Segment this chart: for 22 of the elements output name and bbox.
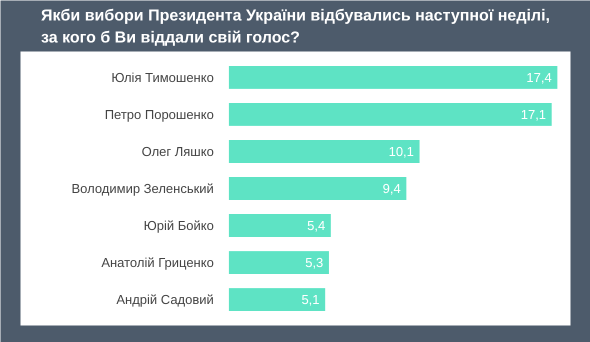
bar	[228, 251, 329, 274]
y-tick-label: Анатолій Гриценко	[101, 255, 214, 270]
data-label: 17,4	[526, 70, 552, 85]
y-tick-label: Юрій Бойко	[144, 218, 214, 234]
chart-title: Якби вибори Президента України відбувались наступної неділі, за кого б Ви віддали свій голос?	[41, 7, 550, 46]
bar	[228, 66, 558, 89]
data-label: 9,4	[382, 181, 401, 196]
data-label: 5,3	[305, 255, 324, 270]
data-label: 5,1	[301, 292, 320, 308]
y-tick-label: Петро Порошенко	[104, 106, 214, 122]
y-tick-label: Андрій Садовий	[116, 292, 214, 308]
data-label: 10,1	[388, 144, 414, 159]
bar	[228, 177, 406, 200]
bar	[228, 102, 552, 126]
data-label: 17,1	[520, 106, 546, 122]
y-tick-label: Володимир Зеленський	[71, 181, 214, 196]
y-tick-label: Олег Ляшко	[142, 144, 214, 159]
bar	[228, 288, 326, 312]
bar	[228, 214, 331, 238]
data-label: 5,4	[307, 218, 326, 234]
bar	[228, 140, 420, 163]
y-tick-label: Юлія Тимошенко	[111, 70, 214, 85]
